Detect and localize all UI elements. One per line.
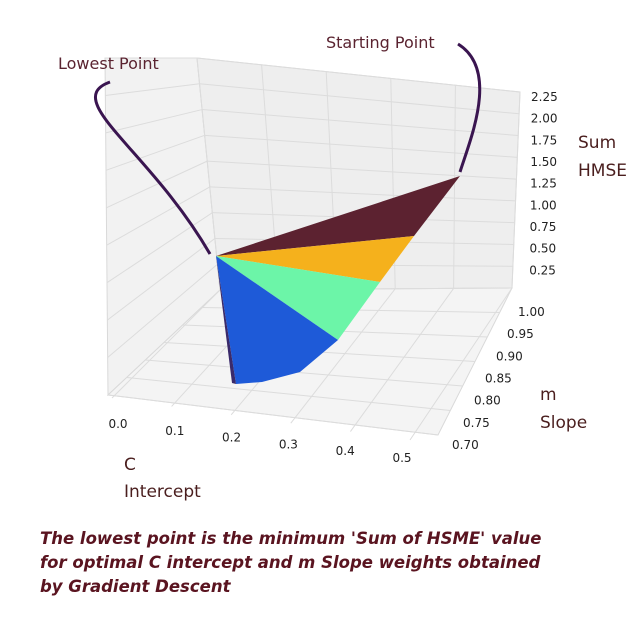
annotation-starting-point: Starting Point (326, 33, 435, 52)
y-tick-label: 0.85 (485, 372, 512, 386)
x-gridline (409, 287, 513, 441)
z-gridline-left (106, 186, 211, 246)
y-axis-title-line1: m (540, 385, 557, 405)
x-tick-label: 0.0 (108, 417, 127, 431)
z-gridline-left (107, 263, 218, 358)
x-axis-title-line2: Intercept (124, 482, 201, 502)
surface-band-mint (216, 256, 380, 340)
z-axis-title-line2: HMSE (578, 161, 627, 181)
z-gridline (202, 109, 519, 137)
z-gridline (196, 57, 521, 93)
z-axis-title-line1: Sum (578, 133, 616, 153)
z-tick-label: 2.00 (531, 112, 558, 126)
z-gridline-left (105, 83, 200, 96)
surface-band-blue (216, 256, 338, 384)
x-gridline-back (196, 57, 221, 291)
z-gridline-left (106, 160, 208, 209)
surface-band-maroon (216, 176, 460, 256)
y-tick-label: 0.80 (474, 394, 501, 408)
y-tick-label: 0.90 (496, 349, 523, 363)
z-tick-label: 0.50 (529, 242, 556, 256)
x-tick-label: 0.2 (222, 431, 241, 445)
x-gridline (349, 288, 455, 432)
z-tick-label: 2.25 (531, 90, 558, 104)
y-gridline (107, 394, 439, 436)
z-tick-label: 1.75 (531, 133, 558, 147)
z-gridline (209, 186, 516, 202)
x-axis-title-line1: C (124, 455, 136, 475)
caption-line-3: by Gradient Descent (40, 577, 231, 596)
z-gridline (199, 83, 520, 115)
z-tick-label: 1.25 (530, 177, 557, 191)
y-tick-label: 1.00 (518, 305, 545, 319)
z-gridline-left (106, 212, 213, 284)
figure-caption: The lowest point is the minimum 'Sum of … (40, 527, 600, 599)
surface-edge-dark (216, 256, 236, 384)
z-tick-label: 0.25 (529, 263, 556, 277)
z-gridline-left (105, 109, 203, 134)
tick-labels: 0.0 0.1 0.2 0.3 0.4 0.5 0.70 0.75 0.80 0.85 0.90 0.… (108, 90, 557, 465)
x-tick-label: 0.4 (336, 444, 355, 458)
y-tick-label: 0.75 (463, 416, 490, 430)
z-tick-label: 1.00 (530, 198, 557, 212)
x-tick-label: 0.3 (279, 437, 298, 451)
y-tick-label: 0.95 (507, 327, 534, 341)
z-gridline-left (105, 134, 205, 171)
z-tick-label: 1.50 (530, 155, 557, 169)
annotation-lowest-point: Lowest Point (58, 54, 159, 73)
y-gridline (126, 377, 451, 411)
x-gridline (290, 288, 396, 424)
y-axis-title-line2: Slope (540, 413, 587, 433)
y-tick-label: 0.70 (452, 438, 479, 452)
z-gridline (207, 160, 517, 180)
x-gridline-back (453, 85, 456, 289)
x-tick-label: 0.1 (165, 424, 184, 438)
starting-point-arrow (457, 42, 482, 173)
caption-line-2: for optimal C intercept and m Slope weig… (40, 553, 541, 572)
y-gridline (145, 359, 463, 387)
x-gridline-back (511, 91, 521, 289)
surface-chart: 0.0 0.1 0.2 0.3 0.4 0.5 0.70 0.75 0.80 0.85 0.90 0.… (58, 33, 627, 502)
z-gridline-left (107, 238, 216, 321)
surface-band-amber (216, 236, 414, 282)
lowest-point-arrow (94, 80, 212, 255)
x-tick-label: 0.5 (392, 451, 411, 465)
z-tick-label: 0.75 (530, 220, 557, 234)
caption-line-1: The lowest point is the minimum 'Sum of … (40, 529, 542, 548)
